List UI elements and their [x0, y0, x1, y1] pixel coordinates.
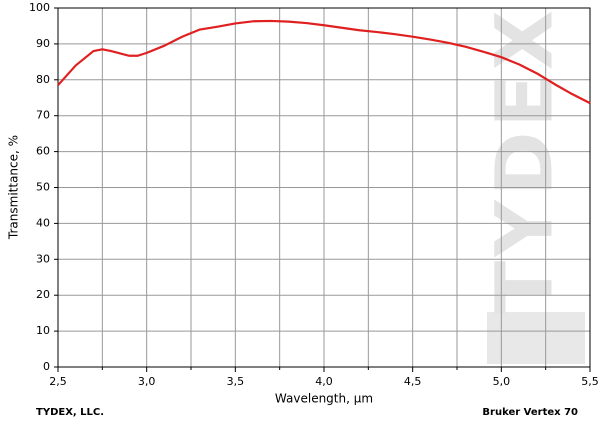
y-tick-label: 40 [36, 216, 50, 229]
y-tick-label: 60 [36, 145, 50, 158]
footer-left: TYDEX, LLC. [36, 407, 104, 418]
x-tick-label: 4,5 [404, 375, 422, 388]
x-tick-label: 5,0 [493, 375, 511, 388]
x-tick-label: 4,0 [315, 375, 333, 388]
y-tick-label: 100 [29, 1, 50, 14]
y-tick-label: 50 [36, 181, 50, 194]
y-tick-label: 90 [36, 37, 50, 50]
y-tick-label: 30 [36, 252, 50, 265]
y-tick-label: 10 [36, 324, 50, 337]
y-tick-label: 80 [36, 73, 50, 86]
x-axis-label: Wavelength, µm [275, 392, 373, 406]
y-tick-label: 70 [36, 109, 50, 122]
x-tick-label: 5,5 [581, 375, 599, 388]
y-axis-label: Transmittance, % [7, 135, 21, 240]
data-line [57, 19, 591, 105]
x-tick-label: 2,5 [49, 375, 67, 388]
plot-frame [57, 7, 591, 368]
logo-box [487, 312, 585, 364]
footer-right: Bruker Vertex 70 [482, 407, 578, 418]
x-tick-label: 3,5 [227, 375, 245, 388]
y-tick-label: 20 [36, 288, 50, 301]
y-tick-label: 0 [43, 360, 50, 373]
watermark: TYDEX [480, 6, 570, 314]
x-tick-label: 3,0 [138, 375, 156, 388]
